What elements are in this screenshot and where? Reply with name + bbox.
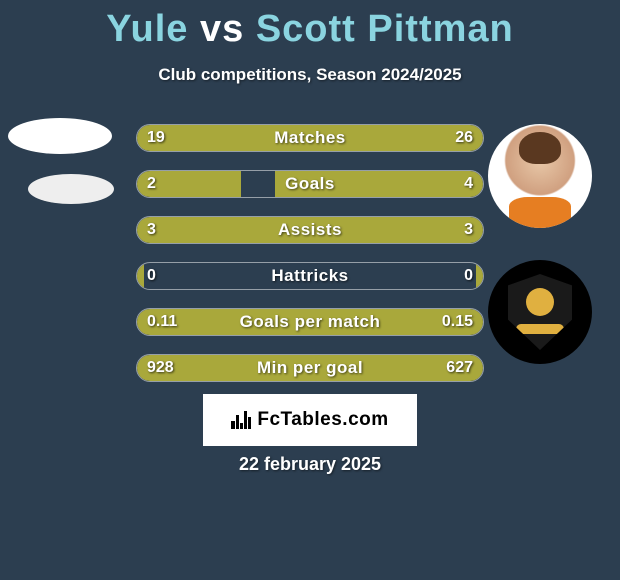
stat-value-right: 3 — [464, 217, 473, 243]
stat-value-right: 4 — [464, 171, 473, 197]
stat-row: Min per goal928 627 — [136, 354, 484, 382]
player2-photo — [488, 124, 592, 228]
player2-name: Scott Pittman — [256, 8, 514, 50]
stat-label: Hattricks — [137, 263, 483, 289]
stat-row: Matches19 26 — [136, 124, 484, 152]
stat-value-right: 26 — [455, 125, 473, 151]
livingston-crest-icon — [508, 274, 572, 350]
stat-value-left: 2 — [147, 171, 156, 197]
date-label: 22 february 2025 — [0, 454, 620, 475]
stat-value-left: 19 — [147, 125, 165, 151]
player1-photo-placeholder — [8, 118, 112, 154]
bar-chart-icon — [231, 411, 251, 429]
fctables-logo: FcTables.com — [203, 394, 417, 446]
vs-text: vs — [200, 8, 244, 50]
stat-label: Assists — [137, 217, 483, 243]
player2-club-crest — [488, 260, 592, 364]
page-title: Yule vs Scott Pittman — [0, 0, 620, 51]
stats-comparison: Matches19 26 Goals2 4 Assists3 3 Hattricks0 0 Go… — [136, 124, 484, 400]
stat-row: Assists3 3 — [136, 216, 484, 244]
player1-name: Yule — [106, 8, 188, 50]
player1-club-placeholder — [28, 174, 114, 204]
stat-label: Matches — [137, 125, 483, 151]
stat-value-right: 0.15 — [442, 309, 473, 335]
stat-label: Goals per match — [137, 309, 483, 335]
subtitle: Club competitions, Season 2024/2025 — [0, 65, 620, 85]
stat-value-left: 0 — [147, 263, 156, 289]
stat-value-right: 627 — [446, 355, 473, 381]
stat-value-left: 3 — [147, 217, 156, 243]
stat-row: Goals per match0.11 0.15 — [136, 308, 484, 336]
stat-value-left: 928 — [147, 355, 174, 381]
stat-row: Hattricks0 0 — [136, 262, 484, 290]
stat-value-right: 0 — [464, 263, 473, 289]
stat-value-left: 0.11 — [147, 309, 177, 335]
stat-label: Goals — [137, 171, 483, 197]
stat-row: Goals2 4 — [136, 170, 484, 198]
fctables-text: FcTables.com — [257, 409, 388, 431]
stat-label: Min per goal — [137, 355, 483, 381]
